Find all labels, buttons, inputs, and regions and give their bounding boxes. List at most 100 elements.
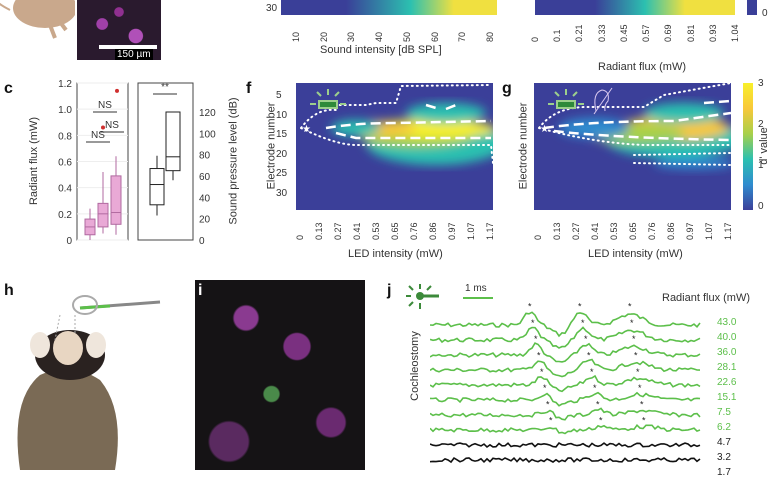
colorbar-tick: 2 [758, 119, 764, 130]
significance-label: ** [161, 82, 169, 93]
x-axis-label: Radiant flux (mW) [598, 61, 687, 73]
box [149, 168, 165, 206]
x-tick: 0.13 [552, 222, 562, 240]
y-tick-right: 40 [199, 193, 211, 204]
trace-label: 1.7 [717, 467, 731, 478]
peak-marker: * [638, 383, 642, 393]
x-tick: 1.17 [485, 222, 495, 240]
y-tick: 5 [276, 90, 282, 101]
y-tick: 0.6 [58, 158, 72, 169]
time-scale-bar [463, 297, 493, 299]
x-tick: 0.76 [409, 222, 419, 240]
colorbar [743, 83, 753, 210]
trace-label: 3.2 [717, 452, 731, 463]
heat-region [644, 103, 724, 123]
trace-label: 15.1 [717, 392, 737, 403]
led-icon [310, 89, 346, 109]
y-tick: 0.2 [58, 210, 72, 221]
y-tick-right: 60 [199, 172, 211, 183]
heatmap-radiant [535, 0, 735, 15]
abr-traces: * * * * * * * * * * * * * * * * * * * * * * * * [430, 302, 701, 464]
abr-trace [430, 456, 701, 464]
y-tick-right: 80 [199, 151, 211, 162]
box [165, 111, 181, 172]
colorbar-tick: 0 [762, 8, 768, 19]
ytick: 30 [266, 3, 278, 14]
x-tick: 1.04 [730, 24, 740, 42]
contour-dashed [325, 103, 492, 140]
x-tick: 0.86 [666, 222, 676, 240]
peak-marker: * [634, 351, 638, 361]
x-tick: 20 [318, 31, 329, 42]
contour-dotted [300, 84, 493, 164]
marmoset-illustration [17, 295, 161, 470]
y-tick: 25 [276, 168, 288, 179]
peak-marker: * [640, 399, 644, 409]
peak-marker: * [593, 383, 597, 393]
trace-label: 22.6 [717, 377, 737, 388]
contour-dashed [543, 99, 731, 142]
box [97, 202, 109, 228]
time-scale-label: 1 ms [465, 283, 487, 294]
colorbar-tick: 1 [758, 160, 764, 171]
peak-marker: * [630, 318, 634, 328]
abr-trace [430, 342, 701, 363]
peak-marker: * [578, 302, 582, 312]
x-tick: 0.33 [596, 24, 607, 42]
peak-marker: * [596, 399, 600, 409]
x-tick: 0.81 [685, 24, 696, 42]
x-tick: 0 [295, 234, 305, 240]
x-tick: 0.53 [371, 222, 381, 240]
colorbar [747, 0, 757, 15]
colorbar-label: d' value [757, 127, 770, 165]
heat-region [331, 120, 381, 136]
scale-bar-label: 150 µm [115, 49, 153, 60]
abr-trace [430, 358, 701, 378]
x-axis-label: LED intensity (mW) [348, 248, 443, 260]
peak-marker: * [632, 334, 636, 344]
significance-label: NS [91, 130, 105, 141]
x-tick: 0 [533, 234, 543, 240]
y-tick-right: 20 [199, 215, 211, 226]
y-tick: 30 [276, 187, 288, 199]
x-tick: 30 [346, 31, 357, 42]
abr-trace [430, 441, 701, 449]
y-tick: 10 [276, 109, 288, 121]
x-tick: 10 [291, 31, 301, 42]
peak-marker: * [531, 318, 535, 328]
peak-marker: * [587, 351, 591, 361]
x-tick: 0 [530, 36, 540, 42]
peak-marker: * [636, 367, 640, 377]
peak-marker: * [537, 351, 541, 361]
trace-label: 43.0 [717, 317, 737, 328]
panel-label: c [4, 80, 13, 97]
panel-label: j [387, 282, 392, 299]
peak-marker: * [584, 334, 588, 344]
peak-marker: * [549, 416, 553, 426]
abr-trace [430, 423, 701, 435]
y-tick: 1.0 [58, 105, 72, 116]
x-tick: 0.65 [390, 222, 400, 240]
box [110, 175, 122, 225]
y-tick: 0 [66, 236, 72, 247]
heatmap-sound [281, 0, 497, 15]
x-tick: 0.27 [571, 222, 581, 240]
abr-trace [430, 374, 701, 393]
mouse-illustration [0, 0, 75, 39]
abr-trace [430, 391, 701, 407]
trace-label: 7.5 [717, 407, 731, 418]
box-plots: 1.21.00.80.60.40.20120100806040200NSNSNS… [58, 80, 216, 247]
abr-trace [430, 407, 701, 421]
panel-label: h [4, 282, 14, 299]
x-tick: 70 [457, 31, 468, 42]
x-tick: 50 [401, 31, 412, 42]
significance-label: NS [98, 100, 112, 111]
star-marker: ★ [540, 124, 549, 135]
x-tick: 1.07 [466, 222, 476, 240]
x-tick: 0.13 [314, 222, 324, 240]
trace-label: 36.0 [717, 347, 737, 358]
deaf-ear-icon [593, 87, 613, 115]
peak-marker: * [628, 302, 632, 312]
peak-marker: * [546, 399, 550, 409]
y-tick: 0.8 [58, 131, 72, 142]
